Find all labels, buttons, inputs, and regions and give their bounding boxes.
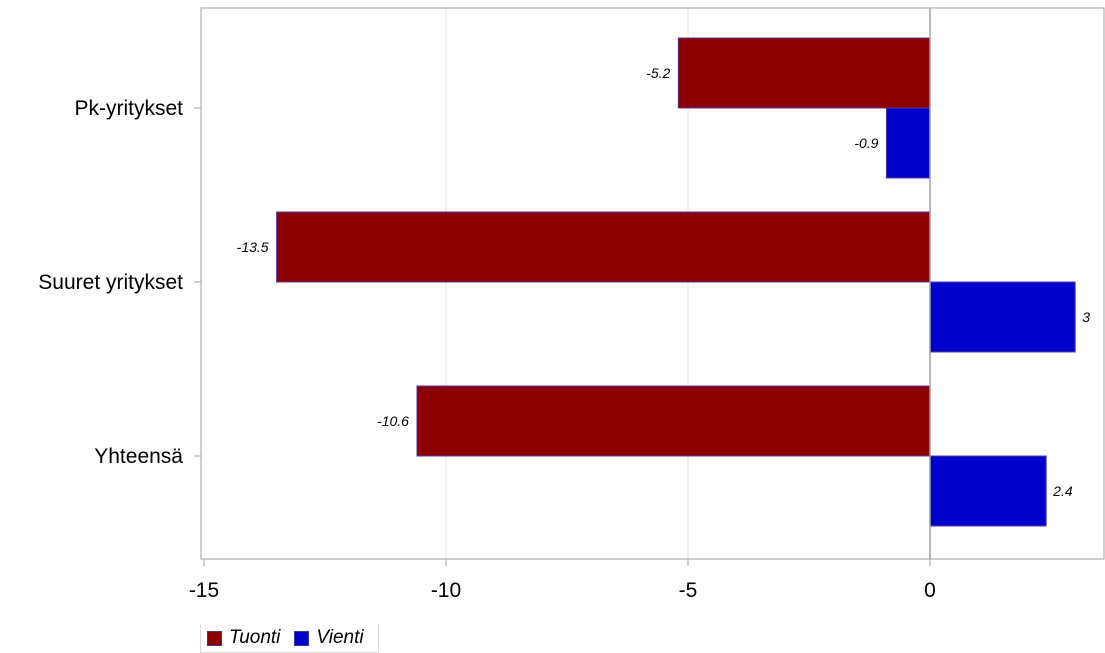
bars bbox=[276, 37, 1076, 527]
bar-tuonti bbox=[416, 385, 931, 457]
plot-frame bbox=[200, 7, 1105, 560]
bar-vienti bbox=[929, 455, 1047, 527]
x-tick-label: -10 bbox=[431, 579, 461, 602]
data-label-tuonti: -5.2 bbox=[646, 65, 670, 81]
category-label: Yhteensä bbox=[94, 445, 183, 468]
data-label-vienti: 3 bbox=[1082, 309, 1090, 325]
data-label-tuonti: -10.6 bbox=[377, 413, 409, 429]
bar-vienti bbox=[885, 107, 931, 179]
legend-swatch-tuonti bbox=[207, 630, 222, 646]
legend-swatch-vienti bbox=[294, 630, 310, 646]
x-axis-ticks: -15 -10 -5 0 bbox=[189, 559, 936, 602]
legend-label-vienti: Vienti bbox=[316, 627, 364, 648]
data-labels: -5.2 -0.9 -13.5 3 -10.6 2.4 bbox=[237, 65, 1091, 499]
legend: Tuonti Vienti bbox=[200, 624, 379, 653]
x-tick-label: -15 bbox=[189, 579, 219, 602]
category-label: Suuret yritykset bbox=[38, 271, 183, 294]
bar-vienti bbox=[929, 281, 1076, 353]
data-label-vienti: -0.9 bbox=[854, 135, 878, 151]
data-label-tuonti: -13.5 bbox=[237, 239, 269, 255]
x-tick-label: -5 bbox=[679, 579, 698, 602]
legend-item-vienti: Vienti bbox=[294, 627, 364, 649]
legend-item-tuonti: Tuonti bbox=[207, 627, 280, 649]
legend-label-tuonti: Tuonti bbox=[229, 627, 281, 648]
category-label: Pk-yritykset bbox=[74, 97, 183, 120]
category-labels: Pk-yritykset Suuret yritykset Yhteensä bbox=[38, 97, 201, 468]
grid-lines bbox=[445, 8, 689, 559]
bar-tuonti bbox=[677, 37, 931, 109]
data-label-vienti: 2.4 bbox=[1052, 483, 1073, 499]
x-tick-label: 0 bbox=[924, 579, 936, 602]
bar-tuonti bbox=[276, 211, 931, 283]
